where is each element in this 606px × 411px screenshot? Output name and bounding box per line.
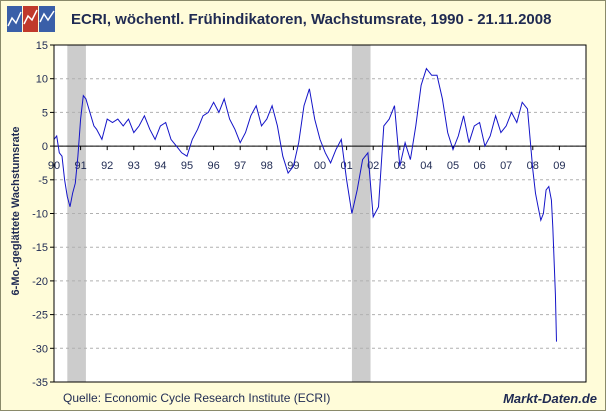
shaded-period-0 [67, 45, 86, 382]
y-tick-label: -10 [32, 209, 48, 221]
chart-title: ECRI, wöchentl. Frühindikatoren, Wachstu… [71, 11, 552, 28]
y-tick-label: -30 [32, 343, 48, 355]
y-tick-label: -35 [32, 377, 48, 389]
y-tick-label: -20 [32, 276, 48, 288]
x-tick-label: 09 [553, 160, 565, 172]
brand-label: Markt-Daten.de [503, 391, 597, 406]
x-tick-label: 94 [154, 160, 166, 172]
x-tick-label: 92 [101, 160, 113, 172]
x-tick-label: 00 [314, 160, 326, 172]
y-tick-label: 5 [42, 107, 48, 119]
x-tick-label: 01 [340, 160, 352, 172]
chart-logo-icon [7, 6, 55, 32]
y-tick-label: 0 [42, 141, 48, 153]
x-tick-label: 98 [261, 160, 273, 172]
x-tick-label: 95 [181, 160, 193, 172]
y-tick-label: -15 [32, 242, 48, 254]
x-tick-label: 07 [500, 160, 512, 172]
y-tick-label: 10 [36, 74, 48, 86]
x-tick-label: 96 [207, 160, 219, 172]
x-tick-label: 04 [420, 160, 432, 172]
x-tick-label: 06 [473, 160, 485, 172]
y-tick-label: -25 [32, 310, 48, 322]
y-tick-label: 15 [36, 40, 48, 52]
y-tick-label: -5 [38, 175, 48, 187]
x-tick-label: 05 [447, 160, 459, 172]
x-tick-label: 02 [367, 160, 379, 172]
x-tick-label: 97 [234, 160, 246, 172]
x-tick-label: 93 [128, 160, 140, 172]
series-line [53, 67, 557, 342]
source-note: Quelle: Economic Cycle Research Institut… [63, 391, 331, 405]
plot-border [53, 44, 587, 383]
